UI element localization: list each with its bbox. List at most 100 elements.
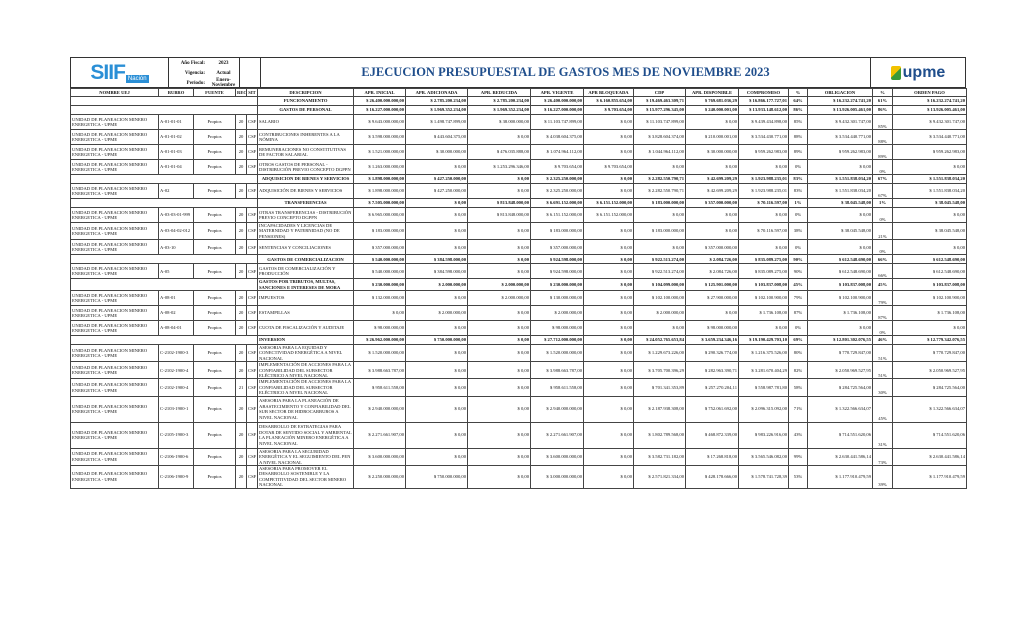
apr-inicial: $ 1.521.000.000,00 — [353, 144, 406, 160]
obligacion-pct: 46% — [872, 335, 893, 346]
cdp: $ 2.571.821.334,00 — [633, 464, 686, 489]
compromiso-pct: 0% — [788, 159, 808, 175]
obligacion-pct: 67% — [872, 183, 893, 199]
table-row: UNIDAD DE PLANEACION MINERO ENERGETICA -… — [70, 344, 967, 363]
apr-disponible: $ 0,00 — [685, 305, 739, 322]
apr-disponible: $ 42.699.209,29 — [685, 183, 739, 199]
description: IMPLEMENTACIÓN DE ACCIONES PARA LA CONFI… — [257, 361, 354, 380]
description: SENTENCIAS Y CONCILIACIONES — [257, 239, 354, 256]
apr-adicionada: $ 2.785.200.234,00 — [405, 96, 468, 106]
apr-vigente: $ 6.151.152.000,00 — [530, 207, 584, 223]
obligacion-pct: 39% — [872, 464, 893, 489]
rec: 20 — [235, 263, 247, 280]
description: ASESORIA PARA LA PLANEACIÓN DE ABASTECIM… — [257, 395, 354, 423]
apr-bloqueada: $ 0,00 — [583, 395, 634, 423]
compromiso-pct: 43% — [788, 421, 808, 449]
apr-reducida: $ 0,00 — [467, 464, 531, 489]
apr-bloqueada: $ 0,00 — [583, 320, 634, 337]
apr-bloqueada: $ 0,00 — [583, 254, 634, 265]
apr-disponible: $ 2.084.726,00 — [685, 254, 739, 265]
description: ADQUISICIÓN DE BIENES Y SERVICIOS — [257, 183, 354, 199]
cdp: $ 3.705.700.396,29 — [633, 361, 686, 380]
apr-vigente: $ 16.227.000.000,00 — [530, 105, 584, 115]
compromiso-pct: 1% — [788, 198, 808, 208]
column-header: ORDEN PAGO — [892, 88, 967, 97]
compromiso: $ 0,00 — [738, 159, 789, 175]
apr-inicial: $ 7.505.000.000,00 — [353, 198, 406, 208]
periodo-label: Periodo: — [186, 80, 205, 86]
orden-pago: $ 959.262.983,00 — [892, 144, 967, 160]
header-spacer — [240, 58, 261, 87]
obligacion-pct: 0% — [872, 239, 893, 256]
orden-pago: $ 16.232.274.741,20 — [892, 96, 967, 106]
budget-execution-table: NOMBRE UEJ RUBRO FUENTE REC SIT DESCRIPCION AP… — [70, 88, 967, 489]
apr-vigente: $ 98.000.000,00 — [530, 320, 584, 337]
compromiso-pct: 69% — [788, 335, 808, 346]
compromiso: $ 70.116.597,00 — [738, 221, 789, 241]
apr-vigente: $ 1.074.964.112,00 — [530, 144, 584, 160]
apr-disponible: $ 0,00 — [685, 221, 739, 241]
vigencia-value: Actual — [216, 70, 231, 76]
rubro: A-01-01-03 — [158, 144, 194, 160]
fiscal-year-value: 2023 — [218, 60, 229, 66]
report-parameters: Año Fiscal: 2023 Vigencia: Actual Periodo:… — [169, 58, 240, 88]
report-header: SIIF Nación Año Fiscal: 2023 Vigencia: Actu… — [70, 57, 966, 88]
obligacion-pct: 31% — [872, 421, 893, 449]
apr-adicionada: $ 0,00 — [405, 320, 468, 337]
fuente: Propios — [193, 129, 236, 145]
orden-pago: $ 1.551.838.034,20 — [892, 174, 967, 184]
obligacion: $ 38.045.548,00 — [807, 221, 873, 241]
table-row: UNIDAD DE PLANEACION MINERO ENERGETICA -… — [70, 159, 967, 175]
obligacion: $ 1.551.838.034,20 — [807, 183, 873, 199]
obligacion-pct: 85% — [872, 114, 893, 130]
apr-inicial: $ 26.962.000.000,00 — [353, 335, 406, 346]
apr-disponible: $ 17.268.818,00 — [685, 447, 739, 466]
obligacion: $ 1.177.910.479,59 — [807, 464, 873, 489]
rubro: C-2106-1900-9 — [158, 464, 194, 489]
fuente: Propios — [193, 144, 236, 160]
fuente: Propios — [193, 378, 236, 397]
rec: 20 — [235, 239, 247, 256]
table-row: UNIDAD DE PLANEACION MINERO ENERGETICA -… — [70, 421, 967, 449]
nombre-uej: UNIDAD DE PLANEACION MINERO ENERGETICA -… — [70, 129, 159, 145]
apr-reducida: $ 0,00 — [467, 239, 531, 256]
fuente: Propios — [193, 263, 236, 280]
nombre-uej: UNIDAD DE PLANEACION MINERO ENERGETICA -… — [70, 464, 159, 489]
compromiso: $ 983.226.916,00 — [738, 421, 789, 449]
apr-vigente: $ 27.712.000.000,00 — [530, 335, 584, 346]
apr-inicial: $ 540.000.000,00 — [353, 254, 406, 265]
apr-vigente: $ 924.598.000,00 — [530, 263, 584, 280]
apr-adicionada: $ 0,00 — [405, 421, 468, 449]
description: SALARIO — [257, 114, 354, 130]
apr-bloqueada: $ 0,00 — [583, 464, 634, 489]
cdp: $ 701.341.353,89 — [633, 378, 686, 397]
apr-reducida: $ 0,00 — [467, 221, 531, 241]
rec: 20 — [235, 344, 247, 363]
description: CONTRIBUCIONES INHERENTES A LA NÓMINA — [257, 129, 354, 145]
fuente: Propios — [193, 114, 236, 130]
cdp: $ 183.000.000,00 — [633, 198, 686, 208]
cdp: $ 0,00 — [633, 239, 686, 256]
orden-pago: $ 0,00 — [892, 239, 967, 256]
table-row: UNIDAD DE PLANEACION MINERO ENERGETICA -… — [70, 320, 967, 337]
apr-disponible: $ 0,00 — [685, 114, 739, 130]
obligacion-pct: 45% — [872, 278, 893, 292]
apr-bloqueada: $ 0,00 — [583, 344, 634, 363]
apr-inicial: $ 230.000.000,00 — [353, 278, 406, 292]
apr-reducida: $ 0,00 — [467, 335, 531, 346]
compromiso: $ 19.190.429.703,10 — [738, 335, 789, 346]
table-row: UNIDAD DE PLANEACION MINERO ENERGETICA -… — [70, 144, 967, 160]
obligacion-pct: 86% — [872, 105, 893, 115]
column-header: APR. DISPONIBLE — [685, 88, 739, 97]
orden-pago: $ 770.729.847,00 — [892, 344, 967, 363]
obligacion-pct: 45% — [872, 395, 893, 423]
apr-bloqueada: $ 0,00 — [583, 447, 634, 466]
obligacion-pct: 30% — [872, 378, 893, 397]
orden-pago: $ 1.322.566.634,07 — [892, 395, 967, 423]
apr-inicial: $ 26.400.000.000,00 — [353, 96, 406, 106]
apr-adicionada: $ 0,00 — [405, 395, 468, 423]
orden-pago: $ 1.736.108,00 — [892, 305, 967, 322]
rec: 20 — [235, 290, 247, 307]
obligacion: $ 13.926.005.461,00 — [807, 105, 873, 115]
compromiso-pct: 38% — [788, 221, 808, 241]
